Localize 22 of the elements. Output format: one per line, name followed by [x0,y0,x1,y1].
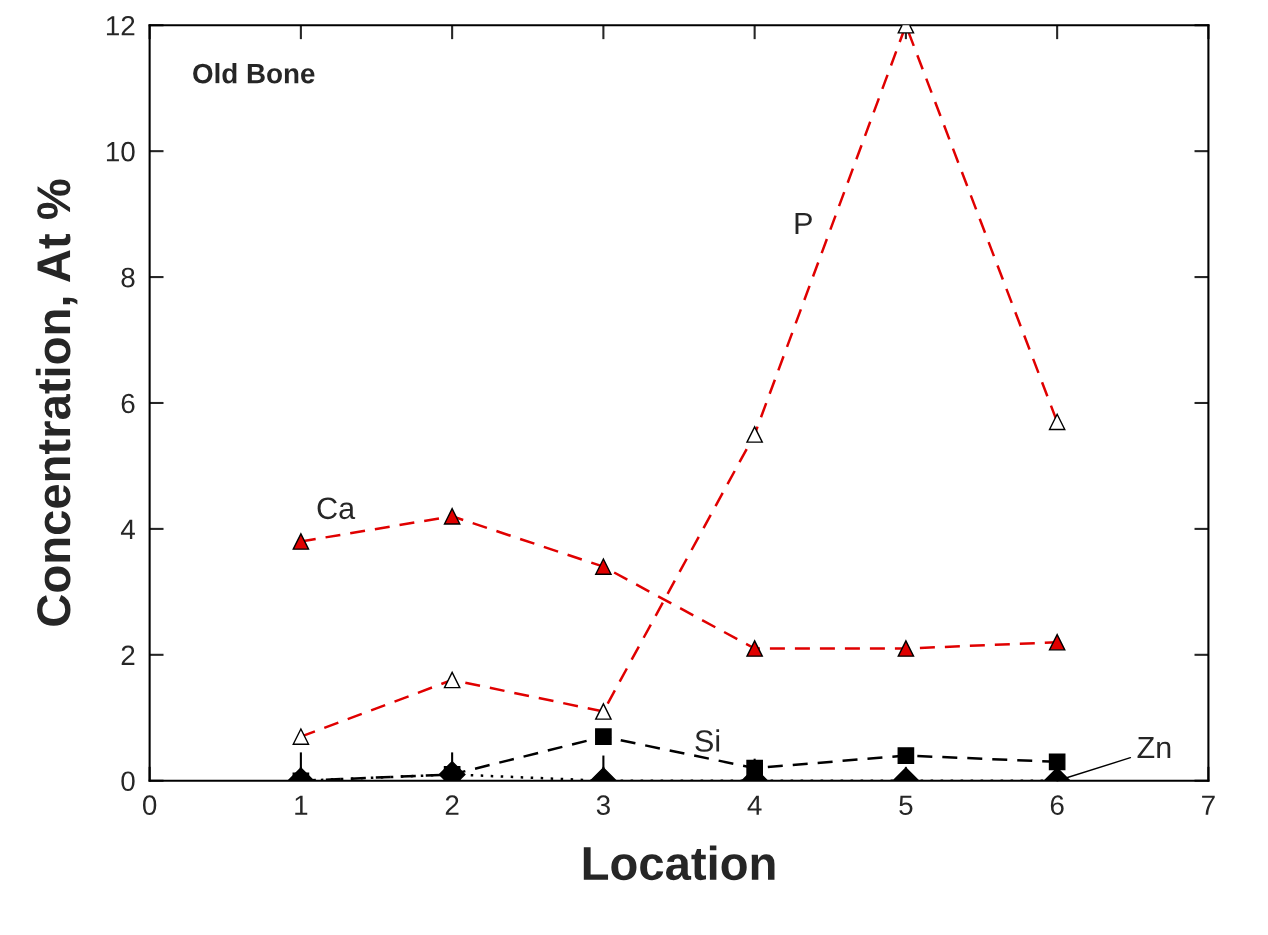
x-tick-label: 4 [747,795,762,815]
y-tick-label: 4 [120,519,135,539]
y-axis-title: Concentration, At % [35,179,78,626]
x-tick-label: 7 [1202,795,1215,815]
y-tick-label: 0 [121,771,135,792]
x-tick-label: 2 [445,795,459,815]
x-axis-title: Location [583,845,775,881]
y-tick-label: 8 [121,267,135,288]
series-label: Si [695,729,720,752]
y-tick-label: 2 [121,645,135,665]
x-tick-label: 1 [295,795,308,815]
x-tick-label: 5 [899,795,913,816]
y-tick-label: 6 [121,393,135,414]
y-tick-label: 10 [106,141,135,162]
annotation: Old Bone [193,63,315,84]
series-label: Ca [317,497,356,520]
x-tick-label: 3 [596,795,610,816]
x-tick-label: 0 [142,795,157,816]
x-tick-label: 6 [1050,795,1064,816]
series-label: P [795,213,812,235]
y-tick-label: 12 [106,15,135,36]
text: Zn [1137,737,1171,759]
